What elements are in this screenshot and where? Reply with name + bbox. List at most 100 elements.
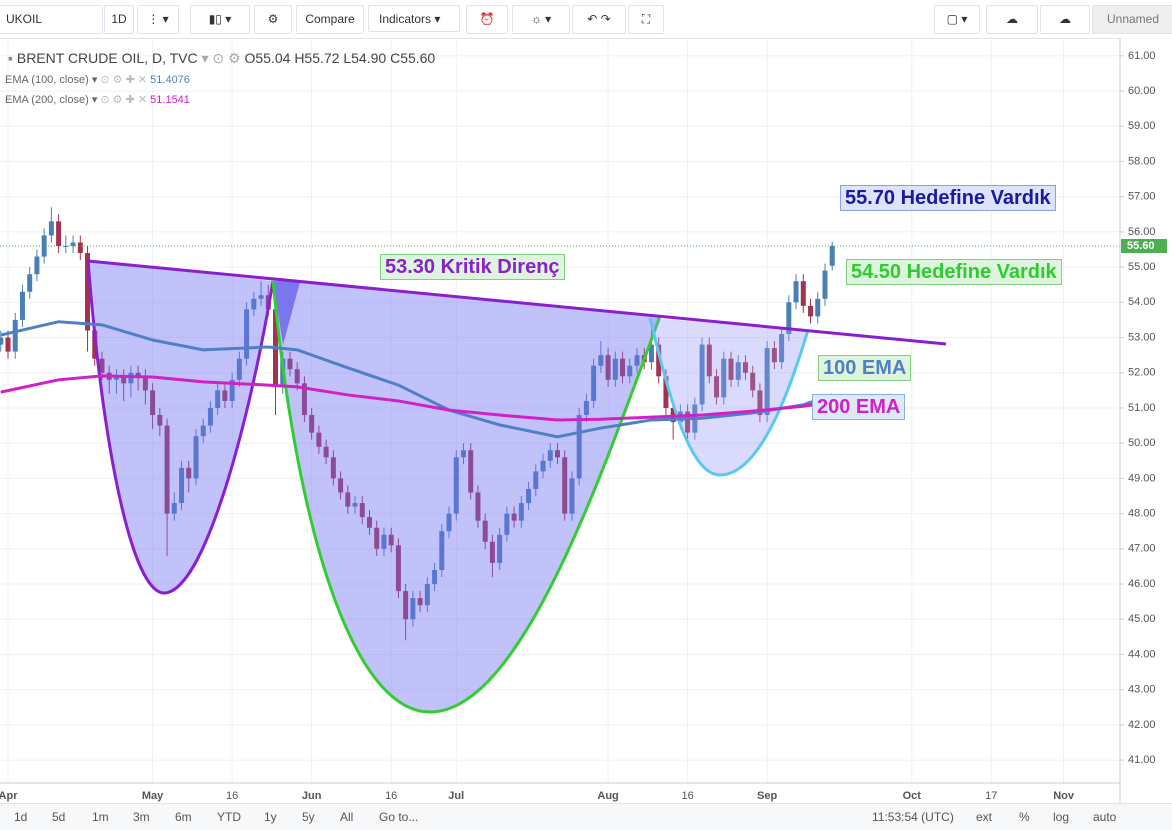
range-button[interactable]: YTD	[217, 810, 241, 824]
candle-body	[186, 467, 192, 479]
candle-body	[460, 450, 466, 458]
head-curve	[271, 280, 662, 714]
candle-body	[497, 534, 503, 563]
clock: 11:53:54 (UTC)	[872, 810, 954, 824]
candle-body	[222, 390, 228, 401]
scale-option[interactable]: log	[1053, 810, 1070, 824]
candle-body	[808, 305, 814, 317]
candle-body	[771, 348, 777, 363]
layout-name[interactable]: Unnamed	[1092, 5, 1172, 34]
x-tick-label: Sep	[757, 790, 777, 802]
candle-body	[244, 309, 250, 359]
x-tick-label: May	[142, 790, 164, 802]
undo-redo[interactable]: ↶ ↷	[572, 5, 626, 34]
candle-body	[793, 281, 799, 303]
cup-curve	[86, 260, 275, 595]
y-tick-label: 60.00	[1128, 85, 1156, 97]
range-button[interactable]: 1m	[92, 810, 109, 824]
save-button[interactable]: ☁	[1040, 5, 1090, 34]
y-tick-label: 48.00	[1128, 508, 1156, 520]
candle-body	[417, 598, 423, 606]
candle-body	[424, 584, 430, 606]
candle-body	[128, 372, 134, 384]
color-button[interactable]: ▢ ▾	[934, 5, 980, 34]
range-button[interactable]: 3m	[133, 810, 150, 824]
candle-body	[757, 390, 763, 416]
ema-line	[0, 320, 833, 439]
range-button[interactable]: 1d	[14, 810, 28, 824]
candle-body	[164, 425, 170, 514]
fullscreen-button[interactable]: ⛶	[628, 5, 664, 34]
candle-body	[526, 488, 532, 504]
symbol-input[interactable]: UKOIL	[0, 5, 103, 34]
candle-body	[800, 281, 806, 306]
candle-body	[410, 598, 416, 620]
annotation[interactable]: 54.50 Hedefine Vardık	[846, 259, 1062, 285]
candle-body	[70, 242, 76, 246]
candle-body	[475, 492, 481, 521]
candle-body	[12, 319, 18, 352]
legend-title: BRENT CRUDE OIL, D, TVC	[16, 50, 198, 66]
trend-line	[87, 259, 947, 346]
range-button[interactable]: 6m	[175, 810, 192, 824]
annotation[interactable]: 53.30 Kritik Direnç	[380, 254, 565, 280]
x-tick-label: Oct	[903, 790, 922, 802]
chart-style-button[interactable]: ▮▯ ▾	[190, 5, 250, 34]
candle-body	[511, 513, 517, 521]
candle-body	[0, 337, 4, 345]
candle-body	[612, 358, 618, 380]
candle-body	[207, 407, 213, 426]
candle-body	[815, 298, 821, 317]
load-button[interactable]: ☁	[986, 5, 1038, 34]
annotation[interactable]: 100 EMA	[818, 355, 912, 381]
handle-fill	[650, 318, 808, 475]
scale-option[interactable]: auto	[1093, 810, 1117, 824]
last-price-label: 55.60	[1127, 240, 1155, 252]
candle-body	[215, 390, 221, 408]
candle-body	[301, 383, 307, 416]
alert-button[interactable]: ⏰	[466, 5, 508, 34]
candle-body	[330, 457, 336, 479]
candle-body	[323, 446, 329, 458]
last-price-box	[1121, 238, 1167, 253]
candle-body	[533, 471, 539, 489]
candle-body	[728, 358, 734, 380]
annotation[interactable]: 55.70 Hedefine Vardık	[840, 185, 1056, 211]
goto-button[interactable]: Go to...	[379, 810, 419, 824]
scale-option[interactable]: ext	[976, 810, 993, 824]
candle-body	[482, 520, 488, 542]
candle-body	[157, 415, 163, 426]
legend-close: C55.60	[390, 50, 436, 66]
y-tick-label: 44.00	[1128, 648, 1156, 660]
candle-body	[48, 221, 54, 236]
interval-button[interactable]: 1D	[104, 5, 134, 34]
interval-menu[interactable]: ⋮ ▾	[137, 5, 179, 34]
indicators-button[interactable]: Indicators ▾	[368, 5, 460, 32]
candle-body	[200, 425, 206, 437]
indicator-legend: EMA (100, close) ▾ ⊙ ⚙ ✚ ✕ 51.4076	[5, 74, 190, 86]
toolbar: UKOIL 1D ⋮ ▾ ▮▯ ▾ ⚙ Compare Indicators ▾…	[0, 0, 1172, 39]
candle-body	[316, 432, 322, 447]
y-tick-label: 61.00	[1128, 50, 1156, 62]
candle-body	[627, 365, 633, 377]
annotation[interactable]: 200 EMA	[812, 394, 906, 420]
candle-body	[699, 344, 705, 405]
candle-body	[294, 369, 300, 384]
candle-body	[56, 221, 62, 246]
candle-body	[576, 415, 582, 479]
settings-button[interactable]: ⚙	[254, 5, 292, 34]
range-button[interactable]: 5d	[52, 810, 66, 824]
compare-button[interactable]: Compare	[296, 5, 364, 34]
ideas-button[interactable]: ☼ ▾	[512, 5, 570, 34]
axes: 41.00 42.00 43.00 44.00 45.00 46.00 47.00 48.00…	[0, 38, 1172, 803]
range-button[interactable]: 5y	[302, 810, 315, 824]
candle-body	[489, 541, 495, 563]
candle-body	[750, 372, 756, 391]
y-tick-label: 53.00	[1128, 331, 1156, 343]
range-button[interactable]: 1y	[264, 810, 277, 824]
range-button[interactable]: All	[340, 810, 354, 824]
y-tick-label: 46.00	[1128, 578, 1156, 590]
candle-body	[19, 291, 25, 320]
candle-body	[395, 545, 401, 592]
scale-option[interactable]: %	[1019, 810, 1030, 824]
